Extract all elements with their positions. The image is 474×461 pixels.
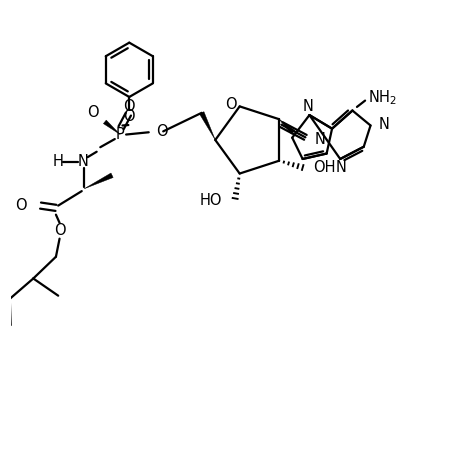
Text: H: H	[52, 154, 63, 169]
Text: N: N	[336, 160, 346, 175]
Text: O: O	[225, 97, 237, 112]
Polygon shape	[200, 112, 215, 140]
Text: P: P	[116, 127, 125, 142]
Polygon shape	[279, 119, 295, 134]
Text: OH: OH	[313, 160, 335, 175]
Text: O: O	[123, 109, 135, 124]
Text: O: O	[15, 198, 27, 213]
Text: N: N	[314, 132, 325, 147]
Text: O: O	[87, 105, 99, 120]
Text: O: O	[123, 99, 135, 114]
Text: O: O	[156, 124, 168, 139]
Text: N: N	[303, 100, 314, 114]
Text: NH$_2$: NH$_2$	[368, 89, 397, 107]
Text: HO: HO	[200, 193, 222, 208]
Polygon shape	[84, 173, 113, 189]
Text: N: N	[78, 154, 89, 169]
Text: N: N	[378, 117, 389, 132]
Polygon shape	[103, 120, 120, 135]
Text: O: O	[54, 223, 65, 238]
